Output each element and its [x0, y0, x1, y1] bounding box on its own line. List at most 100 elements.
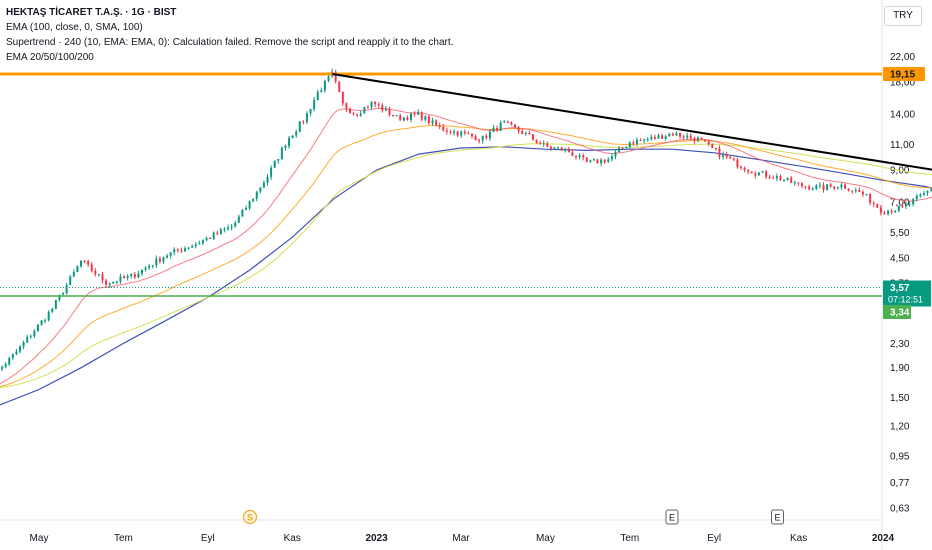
- earnings-marker-label: E: [774, 513, 780, 523]
- candle-body: [542, 143, 545, 145]
- candle-body: [915, 195, 918, 200]
- candle-body: [614, 152, 617, 157]
- candle-body: [514, 124, 517, 128]
- candle-body: [374, 101, 377, 105]
- earnings-marker-label: E: [669, 513, 675, 523]
- candle-body: [714, 147, 717, 149]
- candle-body: [366, 107, 369, 109]
- x-tick-label: Eyl: [201, 533, 215, 544]
- candle-body: [679, 132, 682, 137]
- candle-body: [833, 186, 836, 189]
- candle-body: [198, 243, 201, 245]
- candle-body: [420, 112, 423, 120]
- candle-body: [589, 160, 592, 162]
- candle-body: [295, 131, 298, 136]
- last-price-bg: [883, 280, 931, 307]
- support-price-tag: 3,34: [883, 304, 911, 319]
- candle-body: [144, 267, 147, 270]
- candle-body: [686, 135, 689, 138]
- ema-20-line: [0, 107, 932, 385]
- candle-body: [818, 185, 821, 187]
- ema-100-line: [0, 143, 932, 389]
- currency-button[interactable]: TRY: [884, 6, 922, 26]
- candle-body: [772, 177, 775, 179]
- candle-body: [546, 143, 549, 147]
- candle-body: [861, 191, 864, 195]
- candle-body: [463, 131, 466, 134]
- candle-body: [29, 336, 32, 338]
- candle-body: [930, 189, 932, 191]
- candle-body: [4, 364, 7, 367]
- candle-body: [682, 136, 685, 138]
- candle-body: [722, 154, 725, 157]
- candle-body: [302, 121, 305, 123]
- candle-body: [341, 91, 344, 104]
- candle-body: [284, 146, 287, 148]
- candle-body: [657, 135, 660, 139]
- x-tick-label: Kas: [790, 533, 807, 544]
- candle-body: [227, 227, 230, 230]
- candle-body: [460, 131, 463, 136]
- support-price-bg: [883, 304, 911, 319]
- candle-body: [194, 244, 197, 246]
- candle-body: [510, 122, 513, 125]
- ema100-legend[interactable]: EMA (100, close, 0, SMA, 100): [6, 22, 143, 33]
- candle-body: [8, 357, 11, 365]
- candle-body: [704, 139, 707, 142]
- y-tick-label: 1,50: [890, 393, 910, 404]
- symbol-title[interactable]: HEKTAŞ TİCARET T.A.Ş. · 1G · BIST: [6, 7, 177, 18]
- candle-body: [255, 191, 258, 199]
- candle-body: [858, 189, 861, 192]
- candle-body: [732, 158, 735, 160]
- candle-body: [19, 346, 22, 352]
- candle-body: [54, 300, 57, 309]
- candle-body: [815, 185, 818, 189]
- candle-body: [155, 258, 158, 266]
- candle-body: [872, 202, 875, 204]
- supertrend-legend[interactable]: Supertrend · 240 (10, EMA: EMA, 0): Calc…: [6, 37, 454, 48]
- candle-body: [671, 133, 674, 136]
- ema-ribbon-legend[interactable]: EMA 20/50/100/200: [6, 52, 94, 63]
- candle-body: [453, 131, 456, 133]
- candle-body: [470, 133, 473, 137]
- candle-body: [166, 255, 169, 258]
- candle-body: [377, 104, 380, 106]
- candle-body: [499, 122, 502, 131]
- candle-body: [176, 249, 179, 251]
- candle-body: [535, 139, 538, 143]
- candle-body: [467, 133, 470, 135]
- candle-body: [90, 264, 93, 271]
- candle-body: [119, 276, 122, 282]
- candle-body: [334, 71, 337, 82]
- candle-body: [664, 136, 667, 140]
- candle-body: [438, 125, 441, 127]
- candle-body: [653, 137, 656, 139]
- x-tick-label: Eyl: [707, 533, 721, 544]
- y-tick-label: 7,00: [890, 197, 910, 208]
- candle-body: [485, 135, 488, 139]
- candle-body: [424, 116, 427, 120]
- y-tick-label: 11,00: [890, 140, 915, 151]
- candle-body: [316, 92, 319, 101]
- candle-body: [15, 351, 18, 355]
- split-marker-label: S: [247, 513, 253, 523]
- candle-body: [926, 190, 929, 193]
- candle-body: [549, 146, 552, 149]
- candle-body: [481, 135, 484, 141]
- candle-body: [219, 229, 222, 234]
- candle-body: [639, 140, 642, 142]
- candle-body: [130, 274, 133, 276]
- candle-body: [876, 203, 879, 208]
- candle-body: [270, 167, 273, 177]
- x-tick-label: May: [30, 533, 49, 544]
- candle-body: [58, 294, 61, 301]
- candle-body: [582, 155, 585, 158]
- candle-body: [184, 248, 187, 252]
- candle-body: [309, 109, 312, 114]
- y-tick-label: 1,90: [890, 363, 910, 374]
- candle-body: [765, 171, 768, 177]
- candle-body: [894, 210, 897, 213]
- candle-body: [216, 232, 219, 234]
